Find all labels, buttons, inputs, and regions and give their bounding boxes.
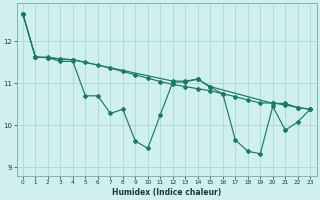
X-axis label: Humidex (Indice chaleur): Humidex (Indice chaleur) — [112, 188, 221, 197]
